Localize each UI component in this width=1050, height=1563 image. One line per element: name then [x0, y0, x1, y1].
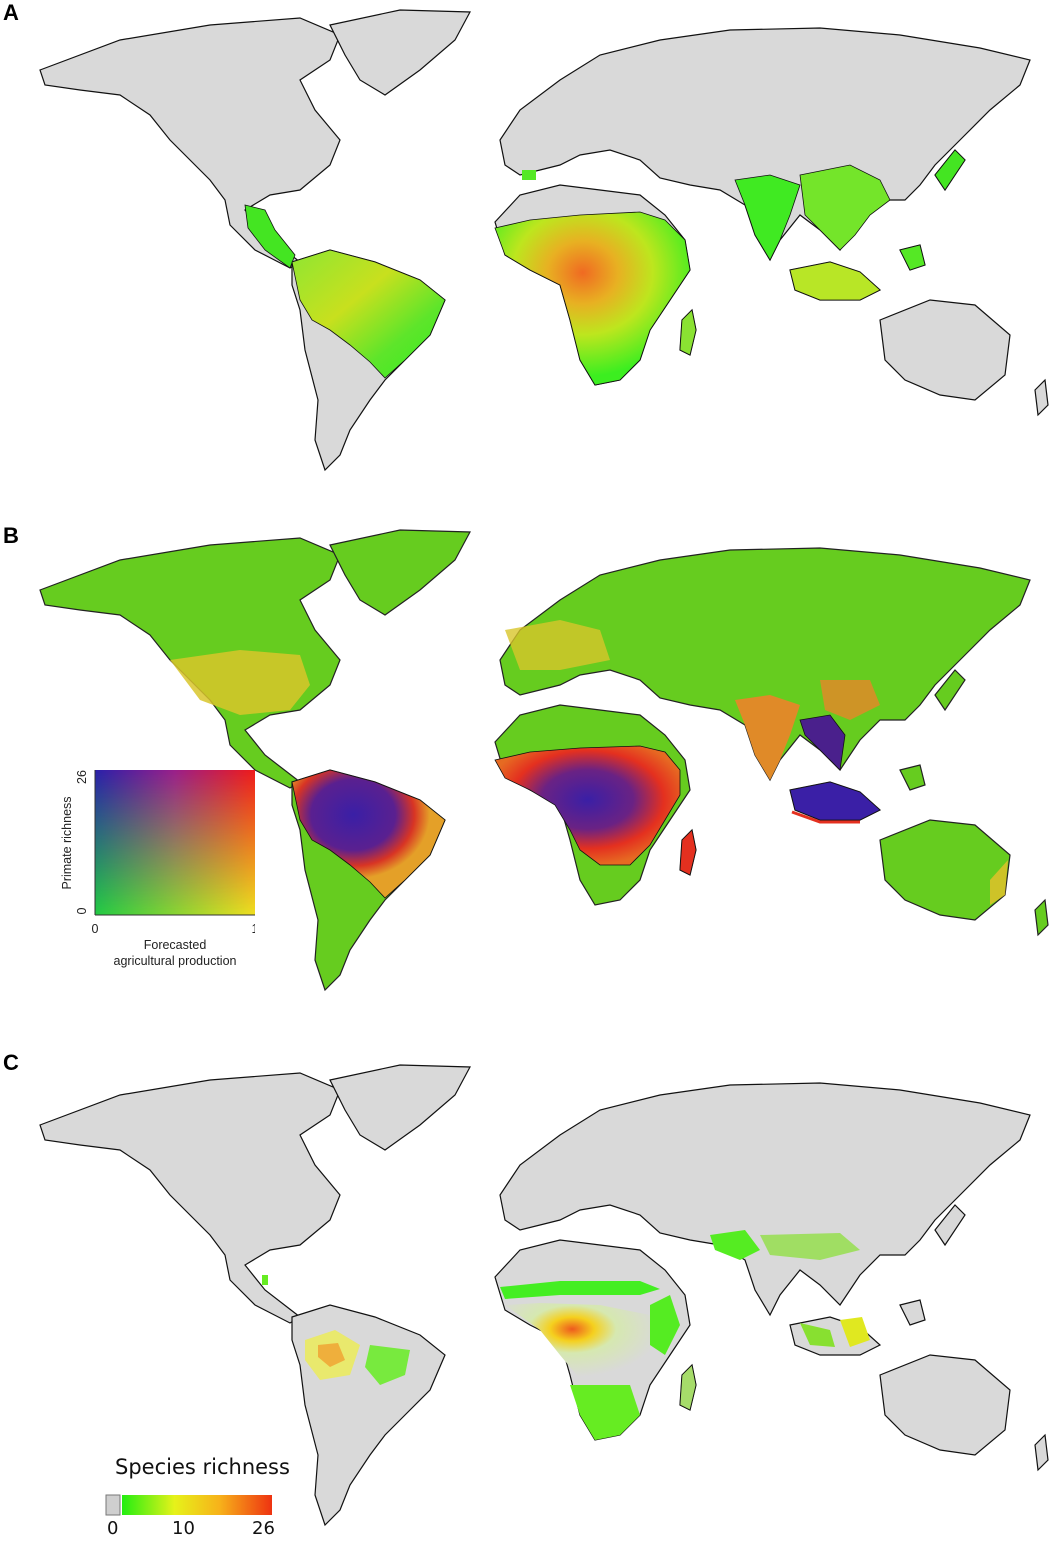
richness-brazil-patch: [365, 1345, 410, 1385]
agri-usa: [170, 650, 310, 715]
richness-north-africa-patch: [522, 170, 536, 180]
bivariate-legend: Primate richness 26 0 0 1 Forecasted agr…: [60, 770, 255, 968]
richness-borneo-c: [840, 1317, 870, 1347]
richness-india: [734, 174, 801, 261]
map-a: [39, 9, 1049, 471]
bivariate-x-label-1: Forecasted: [144, 938, 207, 952]
bivariate-x-max: 1: [252, 922, 255, 936]
bivariate-y-min: 0: [75, 907, 89, 914]
species-richness-legend-title: Species richness: [115, 1455, 290, 1479]
richness-africa: [494, 211, 691, 386]
bivariate-x-label-2: agricultural production: [114, 954, 237, 968]
agri-australia-edge: [990, 860, 1008, 905]
hotspot-indonesia-edge: [791, 810, 860, 824]
richness-southern-africa: [570, 1385, 640, 1440]
bivariate-swatch-top: [95, 770, 255, 915]
panel-c-letter: C: [3, 1050, 19, 1075]
richness-philippines: [899, 244, 926, 271]
richness-south-america: [291, 249, 446, 379]
map-b: [39, 529, 1049, 991]
map-c: [39, 1064, 1049, 1526]
richness-himalaya-c: [760, 1233, 860, 1260]
panel-a-letter: A: [3, 0, 19, 25]
species-richness-colorbar: [105, 1494, 272, 1516]
agri-india: [735, 695, 800, 780]
richness-japan: [934, 149, 966, 191]
richness-se-asia: [799, 164, 891, 251]
panel-b-letter: B: [3, 523, 19, 548]
colorbar-tick-0: 0: [107, 1518, 119, 1539]
panel-b: B: [0, 520, 1050, 1000]
richness-madagascar-c: [679, 1364, 697, 1411]
richness-central-africa: [505, 1303, 665, 1390]
agri-europe: [505, 620, 610, 670]
richness-madagascar: [679, 309, 697, 356]
bivariate-x-min: 0: [92, 922, 99, 936]
bivariate-y-label: Primate richness: [60, 796, 74, 889]
hotspot-indonesia: [789, 781, 881, 821]
hotspot-africa: [494, 745, 681, 866]
bivariate-y-max: 26: [75, 770, 89, 784]
colorbar-zero-swatch: [105, 1494, 121, 1516]
richness-mexico-patch: [262, 1275, 268, 1285]
colorbar-tick-10: 10: [172, 1518, 195, 1539]
richness-sumatra-c: [800, 1323, 835, 1347]
panel-a: A: [0, 0, 1050, 480]
panel-c: C Species ric: [0, 1045, 1050, 1563]
richness-east-africa: [650, 1295, 680, 1355]
richness-india-c: [710, 1230, 760, 1260]
hotspot-madagascar: [679, 829, 697, 876]
richness-indonesia: [789, 261, 881, 301]
colorbar-gradient: [122, 1495, 272, 1515]
hotspot-se-asia: [799, 714, 846, 771]
richness-sahel-band: [500, 1281, 660, 1299]
agri-china: [820, 680, 880, 720]
colorbar-tick-26: 26: [252, 1518, 275, 1539]
hotspot-south-america: [291, 769, 446, 899]
richness-amazon-core: [318, 1343, 345, 1367]
